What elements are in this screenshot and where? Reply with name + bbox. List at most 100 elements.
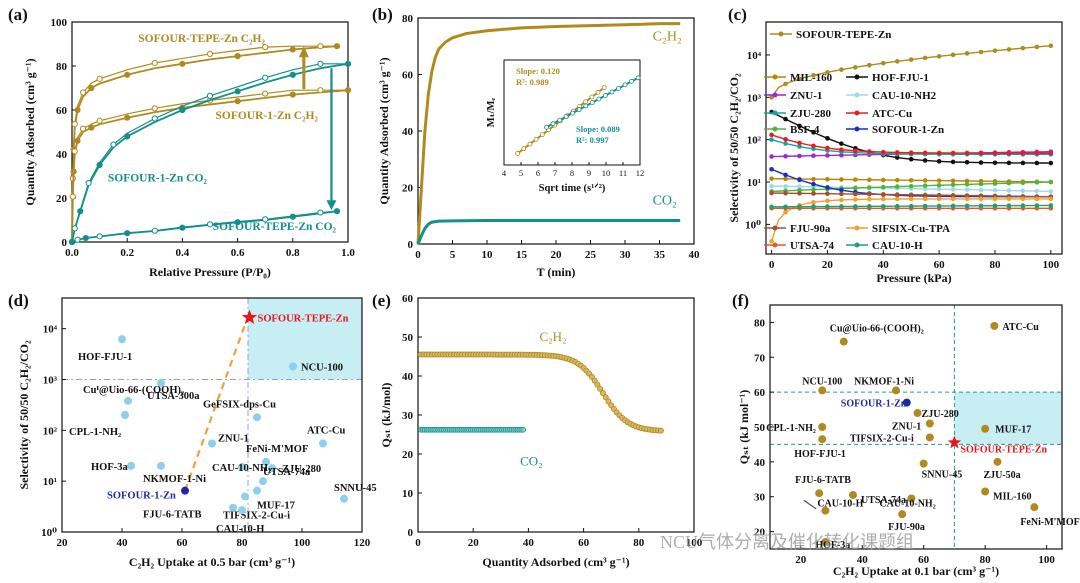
x-tick-label: 40 xyxy=(878,259,890,271)
data-point xyxy=(922,186,928,192)
inset-data-point xyxy=(550,121,556,127)
data-point xyxy=(825,204,830,209)
legend-marker xyxy=(772,242,778,248)
data-point xyxy=(127,461,135,470)
data-point xyxy=(71,121,78,128)
point-label: Cuᴵ@Uio-66-(COOH)₂ xyxy=(83,385,184,396)
series-desorb-1 xyxy=(71,89,348,243)
data-point xyxy=(151,59,158,67)
panel-f: 20 40 60 80 100 20 30 40 50 60 70 80 (f) C₂H₂ Uptake … xyxy=(732,291,1080,578)
data-point xyxy=(262,44,269,51)
y-tick-label: 30 xyxy=(402,410,414,422)
data-point xyxy=(289,91,296,98)
inset-data-point xyxy=(596,96,602,102)
data-point xyxy=(289,46,296,53)
legend-label: MIL-160 xyxy=(790,72,833,84)
x-tick-label: 40 xyxy=(689,249,701,261)
inset-data-point xyxy=(609,89,615,95)
y-tick-label: 40 xyxy=(402,126,414,138)
data-point xyxy=(936,192,942,198)
y-tick-label: 0 xyxy=(408,527,414,539)
x-tick-label: 60 xyxy=(177,537,189,549)
data-point xyxy=(936,150,942,156)
x-tick-label: 20 xyxy=(822,259,834,271)
data-point xyxy=(867,149,872,154)
data-point xyxy=(262,216,269,223)
point-label: HOF-FJU-1 xyxy=(78,352,132,363)
data-point xyxy=(520,427,526,433)
arrow-head xyxy=(298,46,309,58)
data-point xyxy=(880,177,886,183)
data-point xyxy=(71,148,78,155)
data-point xyxy=(964,203,970,209)
data-point xyxy=(1006,196,1012,202)
legend-label: SOFOUR-TEPE-Zn C₂H₂ xyxy=(138,33,265,45)
data-point xyxy=(894,155,900,160)
data-point xyxy=(894,192,900,197)
data-point xyxy=(605,398,612,405)
data-point xyxy=(1006,203,1012,208)
legend-label: ZNU-1 xyxy=(790,90,822,102)
x-tick-label: 30 xyxy=(620,249,632,261)
y-axis-label: Quantity Adsorbed (cm³ g⁻¹) xyxy=(23,58,37,205)
panel-d: 20 40 60 80 100 120 10⁰ 10¹ 10² 10³ 10⁴ (d) C₂H₂ Upt… xyxy=(8,291,377,569)
point-label: NCU-100 xyxy=(301,362,343,373)
data-point xyxy=(124,114,131,121)
x-tick-label: 10 xyxy=(602,168,611,178)
point-label: TIFSIX-2-Cu-i xyxy=(850,433,914,444)
data-point xyxy=(818,423,827,431)
data-point xyxy=(880,149,886,155)
x-tick-label: 8 xyxy=(570,168,574,178)
x-tick-label: 6 xyxy=(536,168,540,178)
x-tick-label: 20 xyxy=(795,554,807,566)
legend-label: CAU-10-H xyxy=(872,240,923,252)
data-point xyxy=(839,197,844,203)
y-axis-label: Selectivity of 50/50 C₂H₂/CO₂ xyxy=(17,340,31,490)
x-tick-label: 0.8 xyxy=(286,247,300,259)
data-point xyxy=(922,183,928,188)
data-point xyxy=(922,55,928,61)
y-tick-label: 20 xyxy=(402,449,414,461)
inset-data-point xyxy=(539,132,545,138)
data-point xyxy=(990,321,999,330)
data-point xyxy=(811,153,816,159)
data-point xyxy=(919,459,928,468)
data-point xyxy=(839,191,844,197)
y-tick-label: 10² xyxy=(747,135,762,147)
data-point xyxy=(79,89,87,96)
data-point xyxy=(1020,203,1026,208)
point-label: SOFOUR-TEPE-Zn xyxy=(258,314,349,325)
data-point xyxy=(74,236,81,243)
legend-label: UTSA-74 xyxy=(790,240,835,252)
data-point xyxy=(839,187,844,193)
legend-marker xyxy=(772,74,778,80)
data-point xyxy=(797,76,802,82)
y-axis-label: Quantity Adsorbed (cm³ g⁻¹) xyxy=(377,57,391,204)
data-point xyxy=(71,225,78,232)
point-label: HOF-3a xyxy=(91,462,128,473)
y-axis-label: Qₛₜ (kJ mol⁻¹) xyxy=(737,390,751,464)
point-label: GeFSIX-dps-Cu xyxy=(203,399,276,410)
data-point xyxy=(925,419,934,428)
data-point xyxy=(811,204,816,209)
data-point xyxy=(797,123,802,129)
point-label: MUF-17 xyxy=(995,425,1031,436)
y-tick-label: 60 xyxy=(754,387,766,399)
data-point xyxy=(880,60,886,66)
data-point xyxy=(769,137,774,142)
inset-data-point xyxy=(515,151,520,156)
x-axis-label: T (min) xyxy=(537,265,576,279)
point-label: ATC-Cu xyxy=(1002,322,1039,333)
point-label: ATC-Cu xyxy=(307,426,345,437)
data-point xyxy=(289,71,296,78)
y-tick-label: 100 xyxy=(51,17,68,29)
data-point xyxy=(317,60,324,67)
data-point xyxy=(124,396,132,405)
legend-marker xyxy=(854,74,860,80)
data-point xyxy=(317,87,324,94)
y-tick-label: 10⁰ xyxy=(745,219,761,231)
inset-data-point xyxy=(589,94,595,100)
data-point xyxy=(783,190,788,196)
legend-marker xyxy=(772,126,778,132)
data-point xyxy=(783,141,788,146)
